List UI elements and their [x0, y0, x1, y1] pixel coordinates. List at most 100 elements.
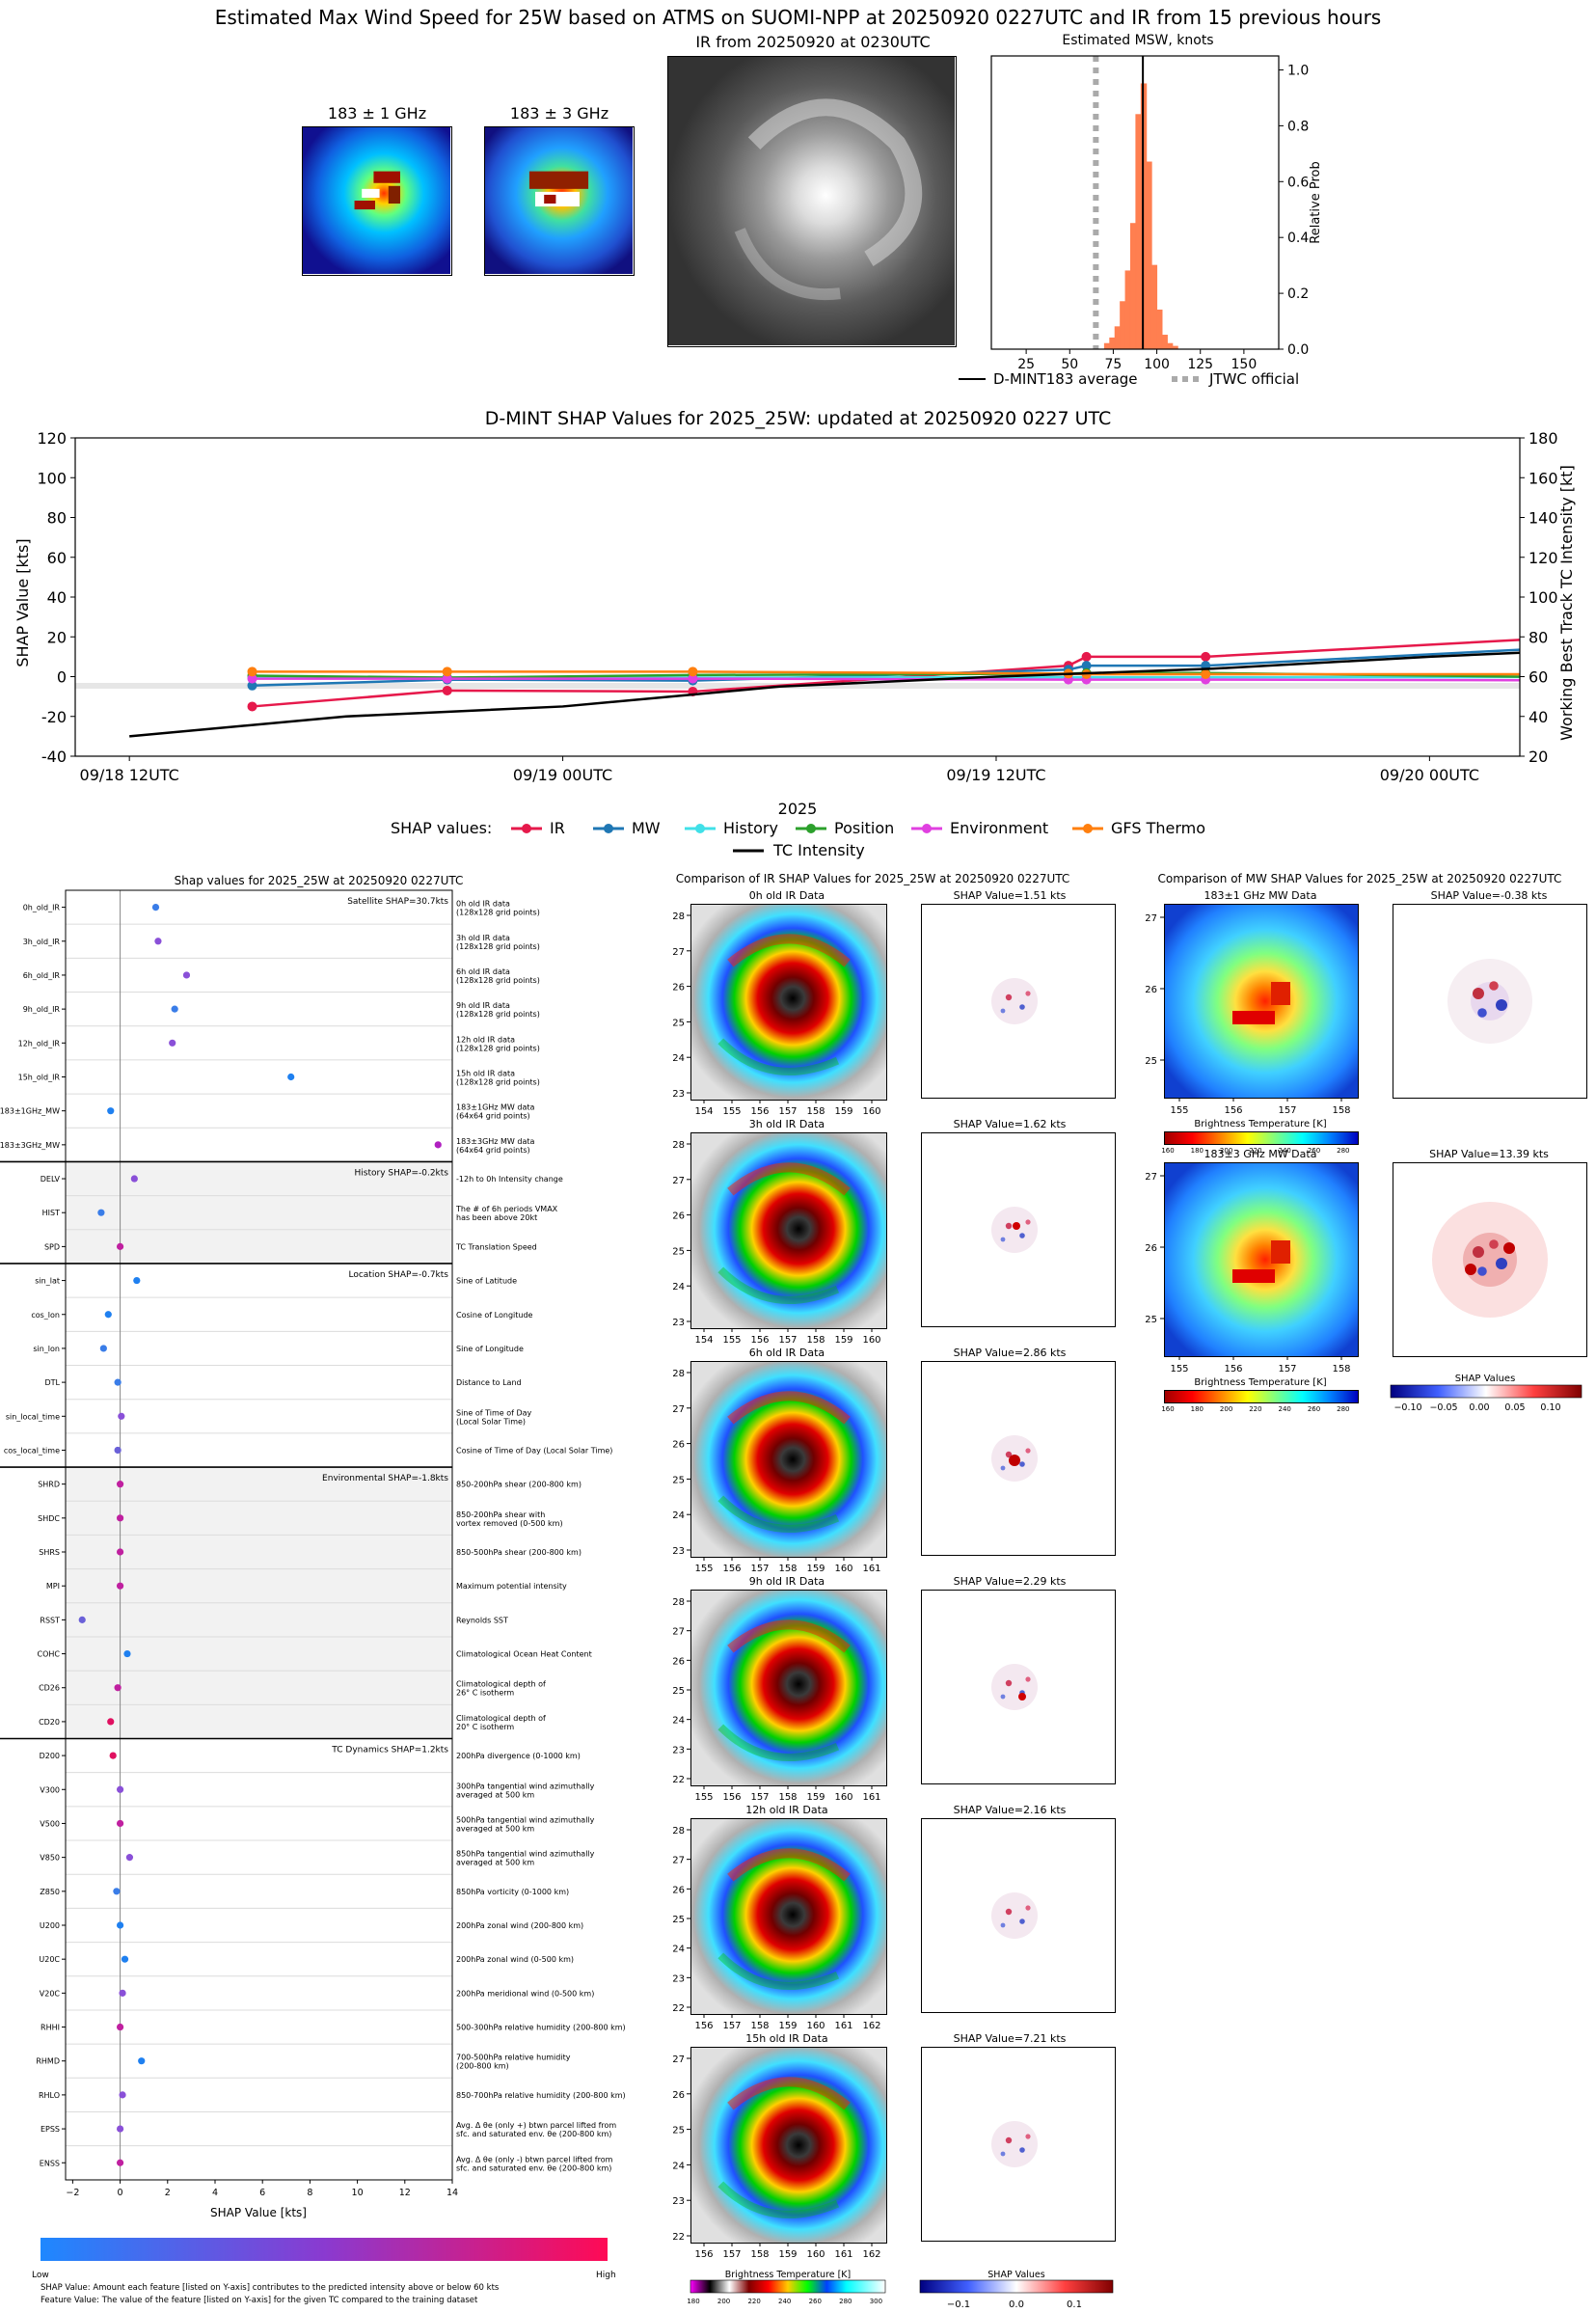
feature-label: U20C	[39, 1955, 60, 1964]
legend-tc-intensity: TC Intensity	[772, 841, 865, 859]
shap-point	[123, 1649, 131, 1658]
feature-label: SHRD	[38, 1481, 60, 1489]
ir-xtick-label: 156	[694, 2021, 713, 2031]
shap-xlabel: SHAP Value [kts]	[210, 2206, 307, 2219]
histogram-bar	[1114, 326, 1122, 350]
feature-label: 12h_old_IR	[18, 1039, 61, 1048]
mw-bt-tick: 200	[1220, 1147, 1232, 1155]
ir-panel-image	[690, 904, 887, 1101]
ir-ytick-label: 28	[672, 1369, 685, 1379]
ir-bt-tick: 300	[870, 2298, 882, 2305]
mw1-label: 183 ± 1 GHz	[327, 104, 427, 122]
ir-xtick-label: 160	[862, 1335, 880, 1346]
feature-label: 3h_old_IR	[23, 938, 61, 946]
ir-ytick-label: 25	[672, 1915, 685, 1925]
shap-point	[109, 1752, 117, 1759]
legend-item-history: History	[723, 819, 778, 837]
shap-point	[116, 1242, 124, 1250]
feature-description-2: has been above 20kt	[456, 1213, 537, 1222]
ir-shap-panel-title: SHAP Value=1.51 kts	[953, 889, 1067, 902]
group-title: Location SHAP=-0.7kts	[348, 1270, 448, 1280]
ir-xtick-label: 162	[862, 2021, 880, 2031]
legend-item-environment: Environment	[950, 819, 1048, 837]
feature-description-2: 26° C isotherm	[456, 1689, 514, 1698]
ir-bt-tick: 220	[747, 2298, 760, 2305]
ir-xtick-label: 156	[722, 1564, 741, 1574]
ir-panel-image	[690, 2047, 887, 2244]
mw-bt-tick: 160	[1161, 1405, 1174, 1413]
ir-shap-tick: 0.1	[1067, 2299, 1082, 2310]
feature-description: 6h old IR data	[456, 967, 510, 976]
timeseries-ytick-right-label: 100	[1528, 588, 1558, 607]
mw-bt-tick: 280	[1337, 1405, 1349, 1413]
ir-xtick-label: 155	[694, 1564, 713, 1574]
ir-xtick-label: 155	[722, 1335, 741, 1346]
ir-panel-title: 15h old IR Data	[745, 2032, 828, 2045]
ir-xtick-label: 157	[750, 1564, 769, 1574]
ir-shap-panel-image	[921, 1361, 1116, 1556]
mw-bt-tick: 160	[1161, 1147, 1174, 1155]
histogram-bar	[1120, 301, 1126, 350]
feature-label: SHRS	[39, 1548, 60, 1557]
ir-ytick-label: 26	[672, 1656, 685, 1667]
ir-comparison-title: Comparison of IR SHAP Values for 2025_25…	[675, 872, 1070, 885]
ir-xtick-label: 154	[694, 1335, 713, 1346]
mw-bt-tick: 180	[1191, 1405, 1204, 1413]
legend-item-gfs-thermo: GFS Thermo	[1111, 819, 1205, 837]
shap-point	[114, 1446, 122, 1455]
ir-xtick-label: 158	[778, 1564, 797, 1574]
mw-ytick-label: 27	[1145, 913, 1157, 924]
ir-ytick-label: 25	[672, 1475, 685, 1485]
histogram-bar	[1109, 337, 1116, 350]
mw-bt-tick: 260	[1308, 1147, 1320, 1155]
ir-ytick-label: 23	[672, 2196, 685, 2207]
histogram-bar	[1124, 270, 1131, 350]
mw-panel-image	[1164, 904, 1359, 1099]
ir-xtick-label: 159	[806, 1792, 825, 1803]
shap-point	[434, 1141, 442, 1149]
ir-ytick-label: 24	[672, 1716, 685, 1727]
feature-description: 850hPa tangential wind azimuthally	[456, 1850, 595, 1859]
feature-label: sin_local_time	[6, 1412, 60, 1421]
series-point	[247, 680, 257, 691]
ir-panel-title: 0h old IR Data	[748, 889, 825, 902]
ir-ytick-label: 25	[672, 1686, 685, 1697]
timeseries-xtick-label: 09/18 12UTC	[80, 766, 179, 784]
ir-xtick-label: 156	[750, 1335, 769, 1346]
shap-xtick-label: 10	[352, 2188, 364, 2198]
histogram-title: Estimated MSW, knots	[1062, 33, 1214, 48]
timeseries-ytick-right-label: 120	[1528, 549, 1558, 567]
ir-ytick-label: 23	[672, 1546, 685, 1557]
mw-bt-tick: 180	[1191, 1147, 1204, 1155]
ir-xtick-label: 162	[862, 2249, 880, 2260]
mw-183-3-thumbnail	[484, 126, 635, 276]
ir-panel-axes: 154 155 156 157 158 159 160 28 27 26 25 24 23	[672, 1140, 880, 1346]
feature-description: 183±1GHz MW data	[456, 1103, 534, 1112]
ir-xtick-label: 161	[834, 2021, 852, 2031]
ir-label: IR from 20250920 at 0230UTC	[695, 33, 931, 51]
ir-xtick-label: 160	[834, 1792, 852, 1803]
shap-point	[116, 1785, 124, 1793]
ir-shap-panel-title: SHAP Value=7.21 kts	[953, 2032, 1067, 2045]
shap-point	[116, 2125, 124, 2133]
legend-item-ir: IR	[550, 819, 565, 837]
histogram-ytick-label: 0.2	[1287, 286, 1309, 302]
ir-panel-image	[690, 1361, 887, 1558]
ir-ytick-label: 27	[672, 2054, 685, 2065]
histogram-ytick-label: 0.8	[1287, 119, 1309, 134]
mw-xtick-label: 155	[1170, 1105, 1188, 1116]
feature-description: 850hPa vorticity (0-1000 km)	[456, 1888, 569, 1896]
ir-xtick-label: 159	[778, 2021, 797, 2031]
mw-ytick-label: 26	[1145, 1243, 1157, 1254]
feature-description-2: averaged at 500 km	[456, 1824, 534, 1833]
shap-point	[116, 1921, 124, 1929]
feature-value-colorbar	[41, 2238, 608, 2261]
ir-ytick-label: 24	[672, 1945, 685, 1955]
feature-description: 183±3GHz MW data	[456, 1137, 534, 1146]
mw-shap-panel-title: SHAP Value=13.39 kts	[1429, 1148, 1549, 1160]
shap-xtick-label: 8	[307, 2188, 312, 2198]
ir-ytick-label: 25	[672, 1246, 685, 1257]
timeseries-ytick-label: -20	[41, 708, 67, 726]
shap-panel-title: Shap values for 2025_25W at 20250920 022…	[174, 874, 464, 887]
series-point	[1201, 651, 1211, 662]
